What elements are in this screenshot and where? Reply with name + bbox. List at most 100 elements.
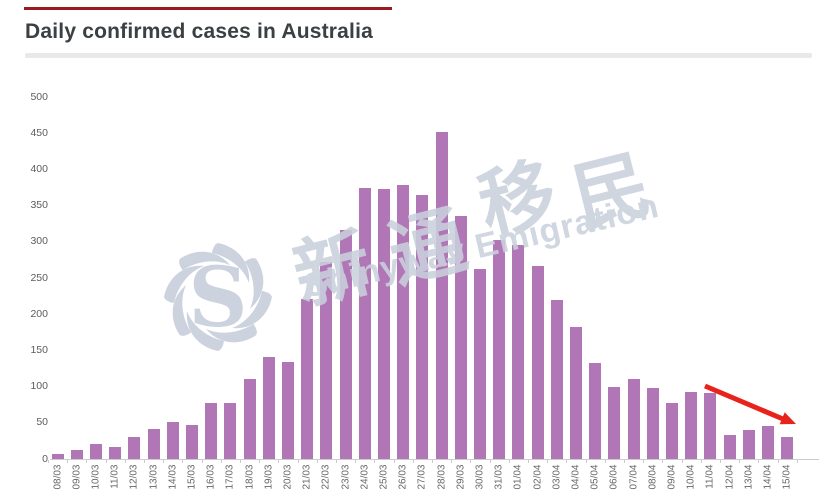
x-axis-tick (316, 460, 318, 463)
x-axis-label: 13/04 (743, 464, 755, 490)
x-axis-label: 19/03 (263, 464, 275, 490)
x-axis-tick (239, 460, 241, 463)
x-axis-tick (278, 460, 280, 463)
x-axis-label: 09/03 (71, 464, 83, 490)
x-axis-label: 15/04 (781, 464, 793, 490)
x-axis-label: 20/03 (282, 464, 294, 490)
x-axis-tick (124, 460, 126, 463)
x-axis-label: 12/04 (724, 464, 735, 490)
x-axis-label: 07/04 (628, 464, 639, 490)
bar-09/03 (70, 450, 83, 459)
logo-letter-s: S (188, 250, 247, 346)
logo-swirl-bird (244, 258, 264, 310)
x-axis-label: 08/04 (647, 464, 659, 490)
x-axis-tick (700, 460, 702, 463)
x-axis-label: 26/03 (397, 464, 409, 490)
x-axis-tick (374, 460, 376, 463)
y-axis-label: 350 (30, 199, 48, 212)
bar-29/03 (454, 216, 467, 459)
x-axis-label: 03/04 (551, 464, 563, 490)
x-axis-tick (470, 460, 472, 463)
bar-26/03 (397, 185, 410, 459)
x-axis-label: 22/03 (320, 464, 332, 490)
x-axis-label: 24/03 (359, 464, 371, 490)
x-axis-label: 14/03 (167, 464, 179, 490)
x-axis-tick (758, 460, 760, 463)
bar-24/03 (358, 188, 371, 459)
bar-14/04 (761, 426, 774, 459)
bar-08/03 (51, 454, 64, 459)
y-axis-label: 0 (42, 452, 48, 465)
x-axis-tick (297, 460, 299, 463)
x-axis-label: 10/04 (685, 464, 697, 490)
x-axis-tick (662, 460, 664, 463)
watermark-chinese-char: 移 (469, 146, 566, 252)
logo-swirl-bird (232, 291, 272, 329)
bar-13/04 (742, 430, 755, 459)
x-axis-tick (259, 460, 261, 463)
bar-11/03 (109, 447, 122, 459)
x-axis-tick (547, 460, 549, 463)
y-axis-label: 450 (30, 126, 48, 139)
logo-swirl-bird (186, 311, 224, 351)
logo-swirl-bird (212, 243, 250, 283)
x-axis-label: 16/03 (205, 464, 217, 490)
x-axis-label: 05/04 (589, 464, 601, 490)
bar-05/04 (589, 363, 602, 459)
bar-15/03 (185, 425, 198, 459)
bar-11/04 (704, 393, 717, 459)
x-axis-label: 29/03 (455, 464, 467, 490)
bar-15/04 (781, 437, 794, 459)
x-axis-tick (47, 460, 49, 463)
bar-10/04 (685, 392, 698, 459)
x-axis-label: 17/03 (224, 464, 236, 490)
x-axis-tick (163, 460, 165, 463)
watermark-chinese-char: 民 (563, 138, 660, 244)
bar-28/03 (435, 132, 448, 459)
bar-01/04 (512, 245, 525, 459)
x-axis-label: 31/03 (493, 464, 505, 490)
bar-31/03 (493, 240, 506, 459)
x-axis-label: 02/04 (532, 464, 543, 490)
x-axis-tick (719, 460, 721, 463)
x-axis-tick (585, 460, 587, 463)
bar-23/03 (339, 230, 352, 459)
bar-21/03 (301, 299, 314, 459)
y-axis-label: 300 (30, 235, 48, 248)
y-axis-label: 150 (30, 343, 48, 356)
x-axis-label: 06/04 (608, 464, 620, 490)
bar-20/03 (281, 362, 294, 459)
x-axis-label: 21/03 (301, 464, 313, 490)
x-axis-tick (201, 460, 203, 463)
y-axis-label: 500 (30, 90, 48, 103)
x-axis-label: 25/03 (378, 464, 390, 490)
y-axis-label: 50 (36, 416, 48, 429)
y-axis-label: 400 (30, 162, 48, 175)
bar-30/03 (473, 269, 486, 459)
x-axis-tick (777, 460, 779, 463)
bar-09/04 (665, 403, 678, 459)
bar-12/03 (128, 437, 141, 459)
bar-04/04 (569, 327, 582, 459)
page-title: Daily confirmed cases in Australia (25, 20, 373, 43)
bar-06/04 (608, 387, 621, 459)
x-axis-tick (489, 460, 491, 463)
x-axis-tick (604, 460, 606, 463)
logo-swirl-bird (172, 284, 192, 336)
bar-25/03 (377, 189, 390, 459)
x-axis-label: 28/03 (436, 464, 447, 490)
x-axis-label: 12/03 (128, 464, 140, 490)
x-axis-tick (105, 460, 107, 463)
x-axis-tick (143, 460, 145, 463)
x-axis-label: 11/04 (704, 464, 716, 489)
logo-swirl-bird (205, 323, 257, 343)
bar-12/04 (723, 435, 736, 459)
x-axis-tick (796, 460, 798, 463)
y-axis-label: 100 (30, 380, 48, 393)
bar-17/03 (224, 403, 237, 459)
top-accent-line (24, 7, 392, 10)
x-axis-tick (566, 460, 568, 463)
x-axis-label: 09/04 (666, 464, 678, 490)
bar-02/04 (531, 266, 544, 459)
